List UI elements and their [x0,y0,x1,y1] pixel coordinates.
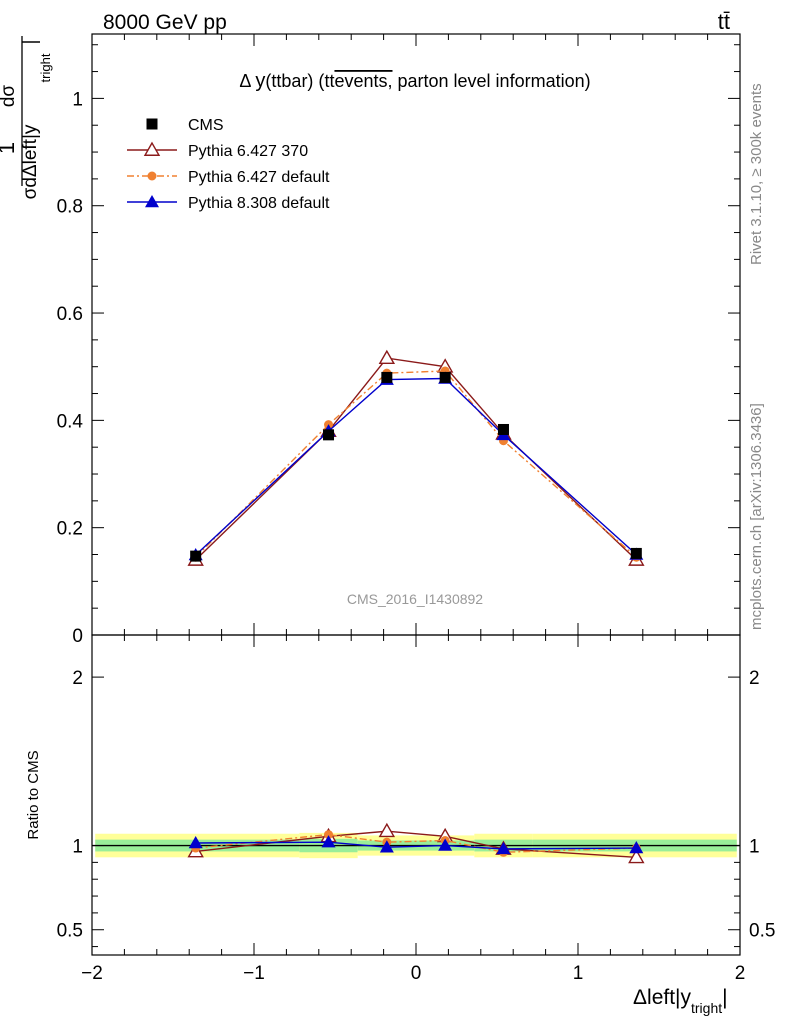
ratio-plot-panel: 0.5 0.5 1 1 2 2 −2 −1 0 1 2 Ratio to CMS Δleft|yt… [25,634,775,1016]
y-tick-label: 0.4 [57,411,84,432]
y-tick-label: 1 [72,89,83,110]
legend-entry: Pythia 6.427 default [127,169,330,186]
ratio-y-tick-label: 2 [72,668,83,689]
ratio-point [188,836,203,849]
ratio-plot-area [92,822,740,864]
ratio-point [438,838,453,851]
ratio-line [195,841,637,850]
data-point [190,550,202,562]
series-pythia-6-427-370 [187,349,645,566]
main-plot-panel: 0 0.2 0.4 0.6 0.8 1 Δ y(ttbar) (ttevents, par… [0,33,741,647]
data-point [381,371,393,383]
analysis-id-label: CMS_2016_I1430892 [347,591,483,607]
data-point [630,547,642,559]
y-tick-label: 0.6 [57,304,83,325]
ratio-series-pythia-8-308-default [188,835,644,855]
x-label-main: Δleft|ytright| [633,986,728,1016]
y-label-numerator: 1 [0,142,19,154]
x-tick-label: 0 [411,963,422,984]
series-cms [190,371,642,562]
ratio-plot-frame [91,634,741,956]
data-point [378,349,396,365]
x-axis: −2 −1 0 1 2 [81,635,745,984]
legend-marker [143,141,161,156]
ratio-y-tick-label: 0.5 [57,921,83,942]
main-plot-area [187,349,645,566]
x-tick-label: 2 [735,963,746,984]
ratio-y-tick-label: 1 [72,837,83,858]
y-label-bar: | [20,40,41,45]
ratio-point [324,830,334,840]
y-label-subscript: tright [38,53,53,82]
legend-entry: CMS [146,117,224,134]
energy-label: 8000 GeV pp [103,11,227,34]
ratio-point [379,840,394,853]
legend-entry: Pythia 8.308 default [127,195,330,212]
ratio-line [195,833,637,853]
mcplots-label: mcplots.cern.ch [arXiv:1306.3436] [748,403,765,630]
main-y-axis-label: 1 σdΔleft|y dσ tright | [0,36,53,199]
series-line [195,370,637,558]
ratio-y-tick-label-right: 2 [749,668,760,689]
legend-marker [146,118,158,130]
ratio-point [321,835,336,848]
rivet-version-label: Rivet 3.1.10, ≥ 300k events [748,83,765,265]
ratio-point [628,848,645,864]
x-tick-label: 1 [573,963,584,984]
ratio-line [195,830,637,859]
x-tick-label: −2 [81,963,103,984]
legend-marker [145,195,159,208]
legend-marker [147,171,157,181]
ratio-point [496,841,511,855]
legend-label: Pythia 8.308 default [188,195,330,212]
series-line [195,377,637,556]
ratio-y-tick-label-right: 0.5 [749,921,775,942]
series-pythia-6-427-default [191,366,641,562]
main-y-axis: 0 0.2 0.4 0.6 0.8 1 [57,34,741,647]
ratio-point [629,841,644,854]
plot-title: Δ y(ttbar) (ttevents, parton level infor… [239,70,590,92]
y-label-sigma: σdΔleft|y [20,124,41,199]
y-tick-label: 0.8 [57,197,83,218]
ratio-point [378,822,396,838]
y-label-dsigma: dσ [0,85,19,108]
process-label: tt̄ [718,9,730,34]
legend-label: Pythia 6.427 370 [188,143,308,160]
ratio-y-axis: 0.5 0.5 1 1 2 2 [57,668,775,948]
data-point [323,429,335,441]
ratio-y-tick-label-right: 1 [749,837,760,858]
ratio-y-axis-label: Ratio to CMS [25,750,42,839]
x-tick-label: −1 [243,963,265,984]
data-point [439,371,451,383]
series-pythia-8-308-default [188,371,644,561]
legend-label: CMS [188,117,224,134]
y-tick-label: 0 [72,626,83,647]
legend: CMS Pythia 6.427 370 Pythia 6.427 default P… [127,117,330,212]
data-point [497,423,509,435]
x-axis-label: Δleft|ytright| [633,986,728,1016]
legend-entry: Pythia 6.427 370 [127,141,308,160]
y-tick-label: 0.2 [57,519,83,540]
series-line [195,357,637,561]
legend-label: Pythia 6.427 default [188,169,330,186]
